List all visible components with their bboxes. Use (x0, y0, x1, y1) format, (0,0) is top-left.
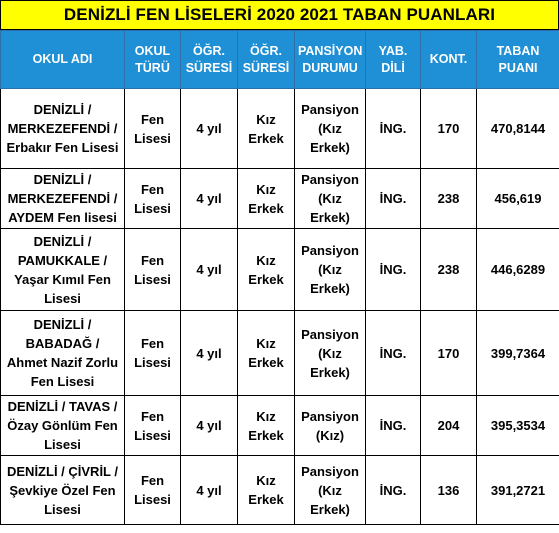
cell-okul: DENİZLİ / MERKEZEFENDİ / AYDEM Fen lises… (0, 168, 125, 229)
col-header-taban-puani: TABAN PUANI (476, 30, 559, 89)
cell-sure: 4 yıl (180, 168, 238, 229)
cell-puan: 446,6289 (476, 228, 559, 311)
cell-kont: 238 (420, 168, 477, 229)
cell-dil: İNG. (365, 310, 421, 396)
cell-okul: DENİZLİ / MERKEZEFENDİ / Erbakır Fen Lis… (0, 88, 125, 169)
cell-kont: 238 (420, 228, 477, 311)
cell-pansiyon: Pansiyon (Kız Erkek) (294, 88, 366, 169)
cell-cins: Kız Erkek (237, 228, 295, 311)
cell-pansiyon: Pansiyon (Kız Erkek) (294, 168, 366, 229)
cell-tur: Fen Lisesi (124, 455, 181, 525)
cell-pansiyon: Pansiyon (Kız Erkek) (294, 455, 366, 525)
cell-sure: 4 yıl (180, 310, 238, 396)
col-header-yab-dili: YAB. DİLİ (365, 30, 421, 89)
cell-tur: Fen Lisesi (124, 228, 181, 311)
cell-kont: 170 (420, 310, 477, 396)
cell-puan: 399,7364 (476, 310, 559, 396)
table-row: DENİZLİ / ÇİVRİL / Şevkiye Özel Fen Lise… (0, 455, 559, 525)
cell-cins: Kız Erkek (237, 455, 295, 525)
cell-cins: Kız Erkek (237, 310, 295, 396)
cell-dil: İNG. (365, 455, 421, 525)
score-table: OKUL ADI OKUL TÜRÜ ÖĞR. SÜRESİ ÖĞR. SÜRE… (0, 30, 559, 525)
cell-kont: 204 (420, 395, 477, 456)
cell-tur: Fen Lisesi (124, 168, 181, 229)
col-header-kont: KONT. (420, 30, 477, 89)
page-title: DENİZLİ FEN LİSELERİ 2020 2021 TABAN PUA… (0, 0, 559, 30)
cell-sure: 4 yıl (180, 228, 238, 311)
table-row: DENİZLİ / MERKEZEFENDİ / Erbakır Fen Lis… (0, 88, 559, 169)
cell-cins: Kız Erkek (237, 168, 295, 229)
header-row: OKUL ADI OKUL TÜRÜ ÖĞR. SÜRESİ ÖĞR. SÜRE… (0, 30, 559, 89)
table-row: DENİZLİ / TAVAS / Özay Gönlüm Fen Lisesi… (0, 395, 559, 456)
col-header-pansiyon: PANSİYON DURUMU (294, 30, 366, 89)
table-row: DENİZLİ / PAMUKKALE / Yaşar Kımıl Fen Li… (0, 228, 559, 311)
cell-tur: Fen Lisesi (124, 310, 181, 396)
cell-cins: Kız Erkek (237, 395, 295, 456)
cell-pansiyon: Pansiyon (Kız) (294, 395, 366, 456)
col-header-okul-adi: OKUL ADI (0, 30, 125, 89)
cell-sure: 4 yıl (180, 88, 238, 169)
table-row: DENİZLİ / MERKEZEFENDİ / AYDEM Fen lises… (0, 168, 559, 229)
col-header-ogr-suresi-2: ÖĞR. SÜRESİ (237, 30, 295, 89)
cell-kont: 170 (420, 88, 477, 169)
table-row: DENİZLİ / BABADAĞ / Ahmet Nazif Zorlu Fe… (0, 310, 559, 396)
cell-okul: DENİZLİ / TAVAS / Özay Gönlüm Fen Lisesi (0, 395, 125, 456)
cell-puan: 470,8144 (476, 88, 559, 169)
cell-sure: 4 yıl (180, 395, 238, 456)
cell-puan: 456,619 (476, 168, 559, 229)
cell-pansiyon: Pansiyon (Kız Erkek) (294, 310, 366, 396)
cell-cins: Kız Erkek (237, 88, 295, 169)
cell-puan: 391,2721 (476, 455, 559, 525)
col-header-ogr-suresi: ÖĞR. SÜRESİ (180, 30, 238, 89)
col-header-okul-turu: OKUL TÜRÜ (124, 30, 181, 89)
cell-okul: DENİZLİ / ÇİVRİL / Şevkiye Özel Fen Lise… (0, 455, 125, 525)
cell-dil: İNG. (365, 228, 421, 311)
cell-tur: Fen Lisesi (124, 395, 181, 456)
cell-okul: DENİZLİ / BABADAĞ / Ahmet Nazif Zorlu Fe… (0, 310, 125, 396)
cell-pansiyon: Pansiyon (Kız Erkek) (294, 228, 366, 311)
cell-kont: 136 (420, 455, 477, 525)
cell-tur: Fen Lisesi (124, 88, 181, 169)
cell-puan: 395,3534 (476, 395, 559, 456)
cell-sure: 4 yıl (180, 455, 238, 525)
cell-dil: İNG. (365, 395, 421, 456)
cell-dil: İNG. (365, 88, 421, 169)
cell-dil: İNG. (365, 168, 421, 229)
cell-okul: DENİZLİ / PAMUKKALE / Yaşar Kımıl Fen Li… (0, 228, 125, 311)
